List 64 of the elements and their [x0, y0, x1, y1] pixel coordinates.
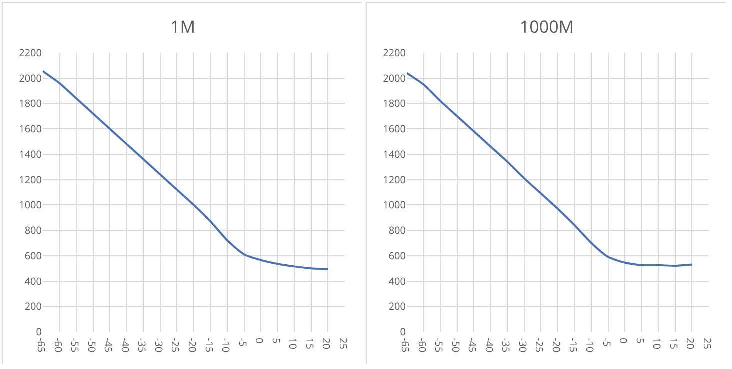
y-tick-label: 1600	[383, 122, 406, 136]
y-tick-label: 2000	[19, 70, 42, 85]
y-tick-label: 600	[24, 248, 42, 262]
y-tick-label: 800	[388, 223, 406, 238]
x-tick-label: -55	[432, 338, 447, 353]
y-tick-label: 400	[24, 274, 42, 288]
x-tick-label: -25	[169, 338, 184, 353]
line-series	[43, 70, 330, 270]
x-tick-label: -15	[202, 338, 217, 353]
y-tick-label: 1000	[19, 198, 42, 212]
x-tick-label: -5	[236, 338, 250, 348]
x-tick-label: -65	[399, 338, 413, 353]
x-tick-label: -10	[584, 338, 598, 353]
x-tick-label: -20	[186, 338, 200, 353]
x-tick-label: -65	[35, 338, 49, 353]
x-tick-label: -55	[68, 338, 83, 353]
y-tick-label: 400	[388, 274, 406, 288]
y-tick-label: 1800	[19, 96, 42, 110]
x-tick-label: 20	[684, 338, 698, 350]
chart-title: 1M	[170, 15, 196, 38]
x-tick-label: 5	[634, 338, 648, 344]
y-tick-label: 1400	[383, 146, 406, 161]
x-tick-label: -30	[516, 338, 530, 353]
x-tick-label: -40	[118, 338, 133, 353]
y-tick-label: 1800	[383, 96, 406, 110]
x-tick-label: -45	[102, 338, 116, 353]
y-tick-label: 1600	[19, 122, 42, 136]
y-tick-label: 200	[24, 299, 42, 314]
line-series	[407, 72, 694, 268]
x-tick-label: -15	[566, 338, 581, 353]
x-tick-label: 20	[320, 338, 334, 350]
x-tick-label: -10	[220, 338, 234, 353]
y-tick-label: 600	[388, 248, 406, 262]
y-tick-label: 1400	[19, 146, 42, 161]
chart-title: 1000M	[520, 15, 574, 38]
x-tick-label: -60	[416, 338, 430, 353]
x-tick-label: -50	[85, 338, 100, 353]
x-tick-label: -25	[533, 338, 548, 353]
x-tick-label: -40	[482, 338, 497, 353]
x-tick-label: -30	[152, 338, 166, 353]
x-tick-label: 25	[337, 338, 351, 350]
x-tick-label: -35	[136, 338, 150, 353]
x-tick-label: 25	[701, 338, 715, 350]
x-tick-label: -35	[500, 338, 514, 353]
x-tick-label: 10	[650, 338, 665, 350]
x-tick-label: -60	[52, 338, 66, 353]
x-tick-label: 5	[270, 338, 284, 344]
y-tick-label: 800	[24, 223, 42, 238]
y-tick-label: 2000	[383, 70, 406, 85]
x-tick-label: -20	[550, 338, 564, 353]
x-tick-label: 10	[286, 338, 301, 350]
y-tick-label: 2200	[383, 46, 406, 60]
x-tick-label: 0	[617, 338, 632, 344]
x-tick-label: 15	[667, 338, 682, 350]
y-tick-label: 1200	[383, 172, 406, 186]
y-tick-label: 2200	[19, 46, 42, 60]
x-tick-label: -45	[466, 338, 480, 353]
y-tick-label: 1200	[19, 172, 42, 186]
x-tick-label: 15	[303, 338, 318, 350]
x-tick-label: -50	[449, 338, 464, 353]
y-tick-label: 1000	[383, 198, 406, 212]
x-tick-label: -5	[600, 338, 614, 348]
x-tick-label: 0	[253, 338, 268, 344]
y-tick-label: 200	[388, 299, 406, 314]
